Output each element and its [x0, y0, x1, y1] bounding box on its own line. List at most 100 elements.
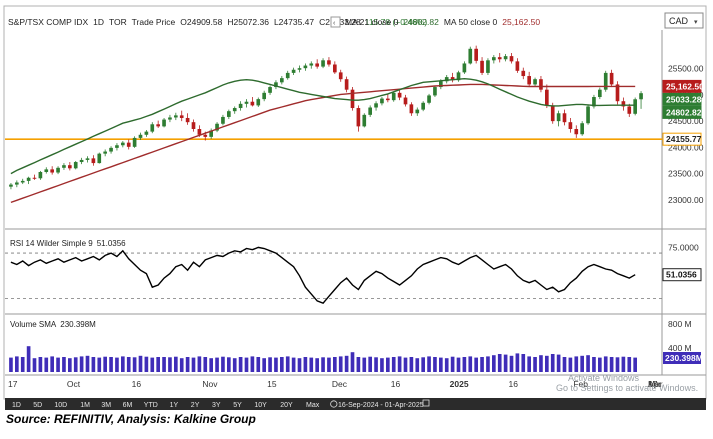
candle-body	[185, 117, 190, 123]
volume-bar	[174, 356, 178, 372]
candle-body	[556, 113, 561, 122]
volume-bar	[126, 357, 131, 372]
candle-body	[374, 103, 378, 108]
candle	[162, 117, 166, 128]
range-button[interactable]: YTD	[144, 402, 158, 409]
candle	[280, 76, 284, 85]
candle-body	[168, 117, 172, 120]
candle	[397, 89, 402, 101]
range-button[interactable]: 20Y	[280, 402, 293, 409]
volume-bar	[68, 358, 72, 372]
candle	[480, 57, 484, 75]
volume-bar	[592, 357, 596, 372]
range-button[interactable]: 10Y	[254, 402, 267, 409]
candle	[9, 183, 13, 190]
candle-body	[521, 70, 526, 77]
candle-body	[244, 101, 249, 104]
date-range-label[interactable]: 16-Sep-2024 - 01-Apr-2025	[338, 402, 424, 409]
candle	[615, 81, 620, 105]
price-tag-label: 24155.77	[666, 134, 702, 144]
collapse-button[interactable]	[330, 16, 341, 28]
price-tag: 24155.77	[662, 132, 702, 146]
candle	[362, 113, 367, 128]
candle-body	[415, 109, 420, 114]
candle-body	[250, 101, 255, 106]
calendar-icon-frame	[422, 399, 430, 407]
ma50-value: 25,162.50	[502, 17, 540, 27]
calendar-icon[interactable]	[422, 399, 430, 407]
candle-body	[427, 95, 431, 103]
range-button[interactable]: 6M	[123, 402, 133, 409]
candle	[115, 143, 119, 151]
volume-bar	[280, 357, 284, 372]
candle	[315, 59, 319, 69]
rsi-title: RSI 14 Wilder Simple 9	[10, 239, 93, 248]
range-button[interactable]: 1M	[80, 402, 90, 409]
timezone-button[interactable]	[330, 400, 338, 408]
currency-selector[interactable]: CAD ▾	[664, 12, 704, 29]
candle	[603, 70, 608, 92]
candle-body	[362, 114, 367, 127]
candle	[509, 52, 514, 64]
candle	[633, 97, 637, 116]
candle	[20, 178, 25, 185]
candle-body	[203, 134, 208, 137]
candle	[209, 128, 213, 139]
candle	[168, 114, 172, 123]
candle-body	[603, 72, 608, 90]
chevron-left-icon: ‹	[333, 20, 336, 27]
candle	[598, 87, 602, 100]
header-price-type: Trade Price	[132, 17, 176, 27]
volume-bar	[32, 358, 37, 372]
candle	[627, 103, 632, 117]
range-button[interactable]: 1Y	[170, 402, 179, 409]
range-button[interactable]: 10D	[54, 402, 67, 409]
range-button[interactable]: Max	[306, 402, 320, 409]
volume-bar	[521, 354, 526, 372]
candle	[421, 101, 425, 112]
candle-body	[144, 131, 149, 135]
volume-bar	[244, 357, 249, 372]
volume-bar	[297, 358, 302, 372]
volume-bar	[427, 356, 431, 372]
volume-bar	[274, 357, 278, 372]
volume-bar	[62, 357, 66, 372]
range-button[interactable]: 2Y	[191, 402, 200, 409]
candle	[15, 180, 19, 188]
candle	[403, 94, 408, 107]
candle-body	[91, 158, 96, 164]
candle	[221, 114, 225, 126]
volume-bar	[503, 354, 508, 372]
candle-body	[103, 151, 107, 154]
candle	[268, 85, 272, 95]
volume-bar	[221, 356, 225, 372]
candle-body	[179, 115, 184, 118]
range-button[interactable]: 3M	[101, 402, 111, 409]
candle	[291, 67, 296, 75]
candle	[474, 45, 478, 64]
price-tick-label: 23000.00	[668, 195, 704, 205]
volume-bar	[356, 357, 361, 372]
range-button[interactable]: 5D	[33, 402, 42, 409]
candle	[126, 139, 131, 150]
currency-label: CAD	[669, 16, 689, 26]
candle	[468, 46, 473, 65]
price-panel	[5, 45, 662, 204]
candle-body	[486, 60, 490, 73]
volume-bar	[568, 357, 573, 372]
time-axis-label: Apr	[648, 379, 661, 389]
volume-bar	[527, 356, 531, 372]
header-low: L24735.47	[274, 17, 314, 27]
price-tag-box	[662, 132, 702, 146]
volume-bar	[450, 356, 455, 372]
range-button[interactable]: 5Y	[233, 402, 242, 409]
price-tick-label: 25500.00	[668, 64, 704, 74]
volume-bar	[15, 356, 19, 372]
header-symbol: S&P/TSX COMP IDX	[8, 17, 88, 27]
volume-bar	[238, 357, 243, 372]
volume-bar	[509, 355, 514, 372]
range-button[interactable]: 3Y	[212, 402, 221, 409]
candle-body	[32, 177, 37, 179]
range-button[interactable]: 1D	[12, 402, 21, 409]
rsi-tick-label: 75.0000	[668, 242, 699, 252]
